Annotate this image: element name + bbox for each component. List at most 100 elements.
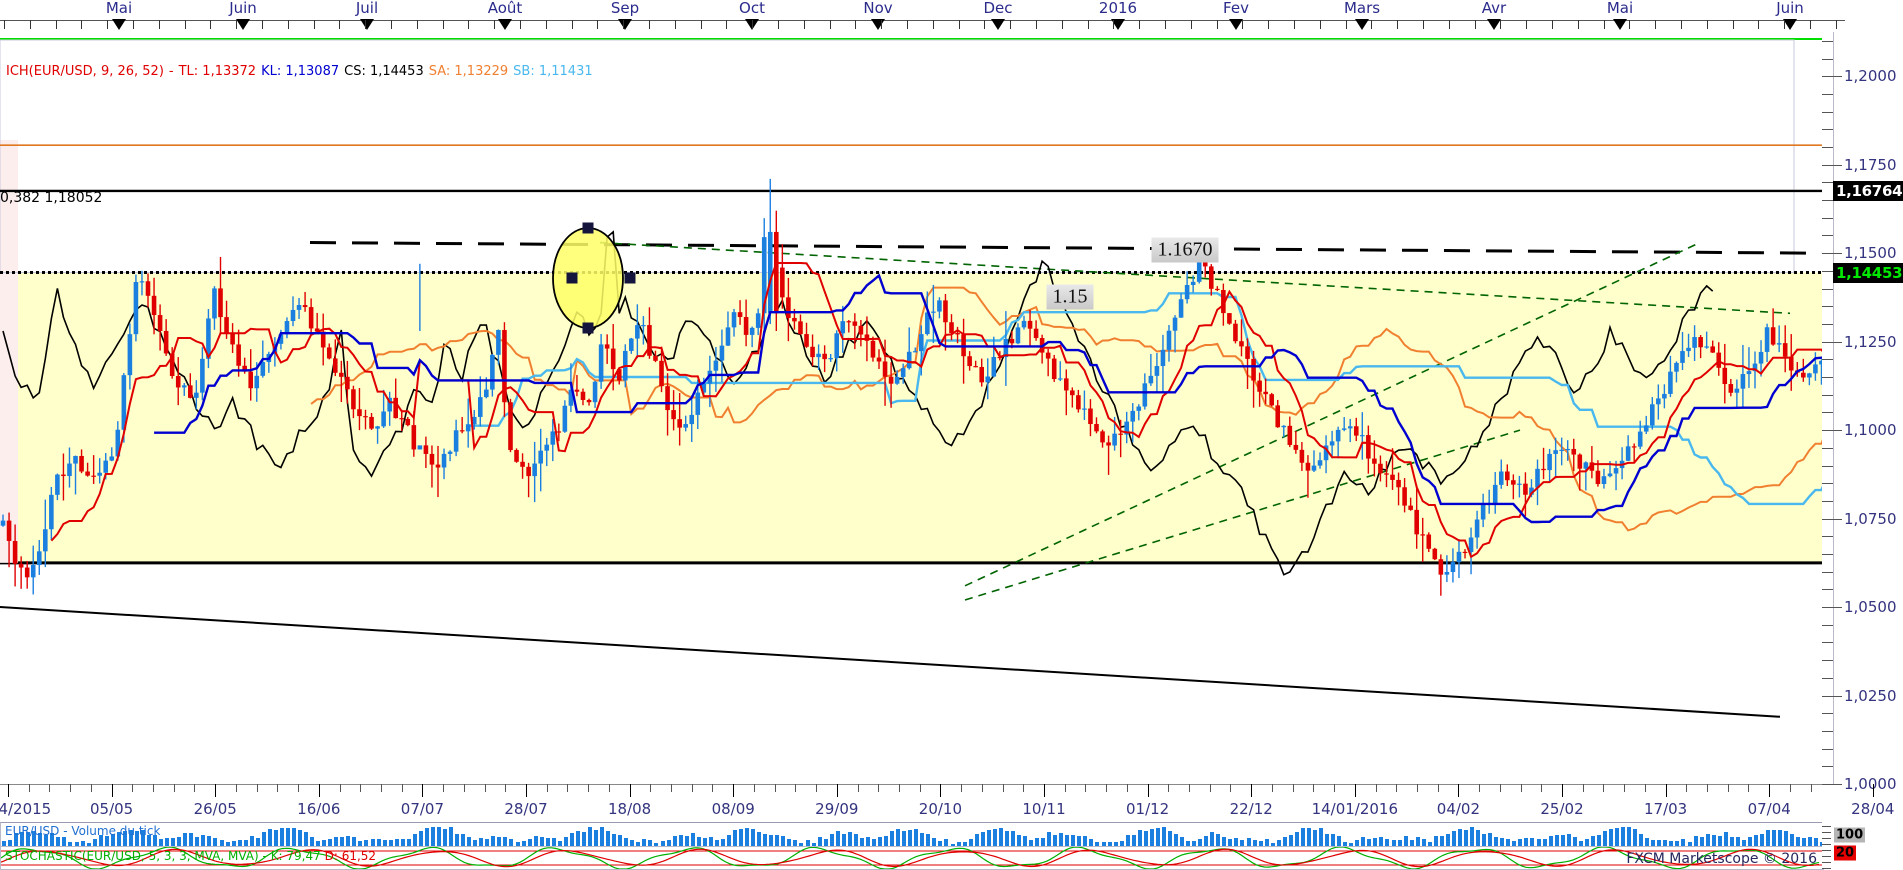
date-axis-minor-tick — [505, 784, 507, 792]
volume-bar — [1131, 834, 1136, 847]
ellipse-annotation[interactable] — [552, 227, 624, 329]
date-axis-minor-tick — [1292, 784, 1294, 792]
month-axis-tick — [1139, 20, 1140, 29]
month-marker-arrow — [1229, 19, 1243, 30]
month-axis-tick — [1371, 20, 1372, 29]
volume-bar — [726, 835, 731, 847]
copyright-notice: FXCM Marketscope © 2016 — [1626, 851, 1817, 867]
volume-bar — [255, 838, 260, 847]
date-axis-minor-tick — [961, 784, 963, 792]
month-axis-tick — [185, 20, 186, 29]
date-axis-minor-tick — [1748, 784, 1750, 792]
volume-bar — [545, 837, 550, 847]
price-axis-minor-tick — [1822, 430, 1833, 432]
month-axis-tick — [804, 20, 805, 29]
volume-bar — [1584, 838, 1589, 847]
month-marker-arrow — [1111, 19, 1125, 30]
month-axis-tick — [1346, 20, 1347, 29]
stochastic-axis-tick — [1822, 832, 1831, 833]
annotation-115[interactable]: 1.15 — [1046, 284, 1094, 310]
date-axis-label: 08/09 — [711, 800, 755, 818]
volume-bar — [86, 842, 91, 847]
volume-bar — [1029, 839, 1034, 847]
ichimoku-name: ICH(EUR/USD, 9, 26, 52) — [6, 64, 164, 79]
volume-bar — [44, 834, 49, 847]
date-axis-minor-tick — [567, 784, 569, 792]
volume-bar — [636, 841, 641, 847]
date-axis-major-tick — [318, 784, 320, 797]
price-tag-current[interactable]: 1,14453 — [1833, 262, 1903, 283]
date-axis-major-tick — [1044, 784, 1045, 797]
price-axis-minor-tick — [1822, 76, 1833, 78]
date-axis-minor-tick — [1686, 784, 1688, 792]
volume-bar — [1312, 830, 1317, 847]
volume-bar — [1747, 836, 1752, 847]
channel-lower-trendline — [964, 429, 1521, 601]
stochastic-axis: 100 20 — [1822, 822, 1903, 869]
month-axis-baseline — [0, 20, 1845, 21]
volume-panel[interactable]: EUR/USD - Volume du tick — [0, 822, 1824, 848]
annotation-1670[interactable]: 1.1670 — [1151, 237, 1219, 263]
date-axis-label: 16/06 — [297, 800, 341, 818]
month-marker-arrow — [871, 19, 885, 30]
volume-bar — [1089, 839, 1094, 847]
month-axis-tick — [572, 20, 573, 29]
volume-bar — [606, 830, 611, 847]
volume-bar — [1609, 828, 1613, 847]
stochastic-axis-tick — [1822, 856, 1831, 857]
date-axis-minor-tick — [1789, 784, 1791, 792]
volume-bar — [1288, 834, 1293, 847]
price-axis-minor-tick — [1822, 624, 1833, 626]
month-axis-tick — [959, 20, 960, 29]
volume-bar — [1808, 836, 1813, 847]
volume-bar — [424, 828, 429, 847]
date-axis-label: 29/09 — [815, 800, 859, 818]
volume-bar — [1820, 841, 1823, 847]
volume-bar — [1675, 840, 1680, 847]
ellipse-handle-left[interactable] — [566, 272, 578, 284]
month-axis-tick — [597, 20, 598, 29]
volume-bar — [871, 839, 876, 847]
volume-bar — [1802, 837, 1807, 847]
month-label: Juin — [1776, 0, 1804, 17]
month-axis-tick — [830, 20, 831, 29]
tenkan-sen-line — [50, 262, 1822, 559]
price-axis[interactable]: 1,2000 1,1750 1,1500 1,1250 1,1000 1,0750 1,05… — [1822, 32, 1903, 793]
ichimoku-tl: TL: 1,13372 — [178, 64, 257, 79]
ellipse-handle-top[interactable] — [582, 222, 594, 234]
volume-bar — [68, 841, 73, 847]
month-marker-arrow — [1783, 19, 1797, 30]
price-axis-minor-tick — [1822, 306, 1833, 308]
month-axis-tick — [1707, 20, 1708, 29]
ellipse-handle-right[interactable] — [624, 272, 636, 284]
month-axis-tick — [1397, 20, 1398, 29]
volume-bar — [817, 837, 822, 847]
price-chart-plot[interactable]: ICH(EUR/USD, 9, 26, 52) - TL: 1,13372 KL: 1… — [0, 32, 1823, 784]
month-axis-tick — [623, 20, 624, 29]
month-axis-tick — [288, 20, 289, 29]
ellipse-handle-bottom[interactable] — [582, 322, 594, 334]
price-axis-minor-tick — [1822, 217, 1833, 219]
stochastic-panel[interactable]: STOCHASTIC(EUR/USD, 5, 3, 3, MVA, MVA) -… — [0, 846, 1824, 870]
price-tag-resistance[interactable]: 1,16764 — [1833, 180, 1903, 201]
date-axis-minor-tick — [795, 784, 797, 792]
volume-bar — [279, 827, 284, 847]
volume-bar — [835, 830, 840, 847]
price-axis-minor-tick — [1822, 270, 1833, 272]
date-axis-label: 22/12 — [1229, 800, 1273, 818]
volume-bar — [74, 841, 79, 847]
price-axis-minor-tick — [1822, 58, 1833, 60]
ichimoku-cs: CS: 1,14453 — [344, 64, 424, 79]
date-axis-minor-tick — [546, 784, 548, 792]
date-axis-minor-tick — [1499, 784, 1501, 792]
volume-bar — [56, 837, 61, 847]
month-label: Dec — [983, 0, 1013, 17]
volume-bar — [153, 835, 158, 847]
month-axis-tick — [107, 20, 108, 29]
price-axis-minor-tick — [1822, 253, 1833, 255]
month-marker-arrow — [360, 19, 374, 30]
volume-bar — [128, 829, 133, 847]
volume-bar — [757, 831, 762, 847]
volume-bar — [267, 829, 272, 847]
volume-bar — [696, 837, 701, 847]
